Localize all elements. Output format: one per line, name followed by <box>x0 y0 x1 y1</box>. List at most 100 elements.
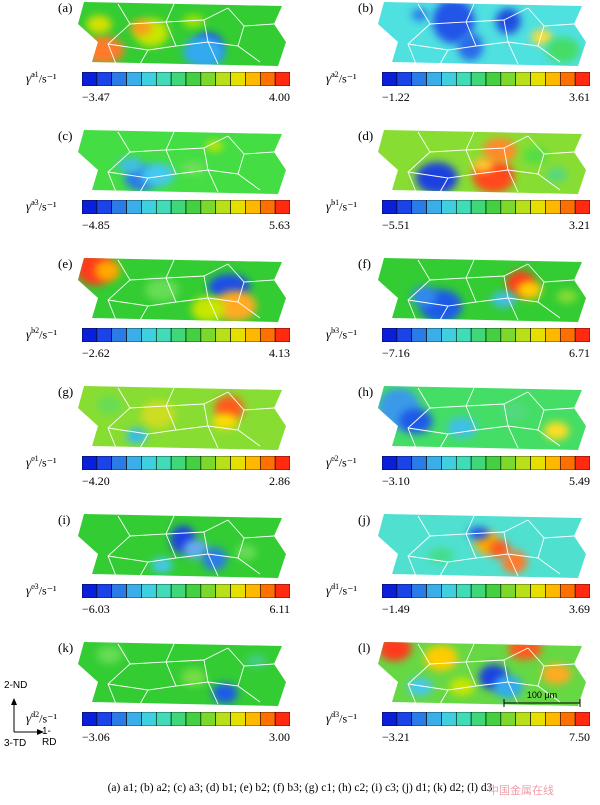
panel-label: (a) <box>58 0 73 15</box>
strain-hotspot <box>96 396 123 415</box>
colorbar-segment <box>426 72 442 86</box>
colorbar-segment <box>215 584 231 598</box>
grain-boundaries <box>407 259 575 321</box>
colorbar <box>382 456 590 470</box>
strain-rate-map <box>378 386 586 450</box>
colorbar-segment <box>470 712 487 726</box>
panel-label: (f) <box>358 256 371 271</box>
strain-hotspot <box>206 140 223 152</box>
colorbar-symbol: γ̇c1/s⁻¹ <box>26 454 57 470</box>
colorbar-segment <box>396 328 413 342</box>
colorbar-segment <box>230 456 246 470</box>
colorbar-segment <box>500 72 517 86</box>
strain-hotspot <box>378 642 412 662</box>
colorbar-segment <box>185 712 202 726</box>
strain-hotspot <box>472 158 494 172</box>
colorbar-segment <box>185 456 202 470</box>
strain-hotspot <box>145 278 179 302</box>
strain-hotspot <box>82 35 125 65</box>
colorbar-segment <box>259 328 276 342</box>
colorbar-segment <box>500 456 517 470</box>
strain-hotspot <box>543 421 570 440</box>
panel-label: (h) <box>358 384 374 399</box>
colorbar-segment <box>396 712 413 726</box>
colorbar-segment <box>545 712 561 726</box>
colorbar-segment <box>215 200 231 214</box>
colorbar-segment <box>215 328 231 342</box>
colorbar-segment <box>396 72 413 86</box>
panel-label: (i) <box>58 512 71 527</box>
colorbar-segment <box>441 584 457 598</box>
colorbar-max: 7.50 <box>569 730 590 744</box>
colorbar-segment <box>426 712 442 726</box>
colorbar-symbol: γ̇a1/s⁻¹ <box>26 70 57 86</box>
strain-rate-map <box>78 2 286 66</box>
unit-label: /s⁻¹ <box>39 327 58 342</box>
strain-hotspot <box>424 645 458 671</box>
colorbar-segment <box>426 456 442 470</box>
strain-hotspot <box>415 162 458 194</box>
panel-a3: (c) γ̇a3/s⁻¹ −4.85 5.63 <box>0 128 300 260</box>
colorbar-segment <box>411 72 427 86</box>
grain-boundaries <box>407 515 575 577</box>
colorbar-symbol: γ̇d3/s⁻¹ <box>326 710 357 726</box>
colorbar-segment <box>245 456 261 470</box>
colorbar-segment <box>274 712 290 726</box>
colorbar-segment <box>515 72 531 86</box>
gamma-dot-symbol: γ̇ <box>26 70 32 86</box>
colorbar-max: 2.86 <box>269 474 290 488</box>
slip-system-superscript: a1 <box>31 70 39 79</box>
colorbar-segment <box>274 72 290 86</box>
colorbar-segment <box>441 456 457 470</box>
colorbar-segment <box>170 200 187 214</box>
colorbar-segment <box>530 456 546 470</box>
colorbar-min: −3.06 <box>82 730 110 744</box>
panel-d2: (k) γ̇d2/s⁻¹ −3.06 3.00 <box>0 640 300 772</box>
colorbar-segment <box>215 712 231 726</box>
gamma-dot-symbol: γ̇ <box>326 454 332 470</box>
slip-system-superscript: d1 <box>331 582 340 591</box>
colorbar-segment <box>485 200 502 214</box>
colorbar-segment <box>559 200 576 214</box>
slip-system-superscript: b2 <box>31 326 40 335</box>
strain-hotspot <box>180 162 207 175</box>
colorbar-segment <box>274 584 290 598</box>
strain-hotspot <box>411 8 429 22</box>
strain-hotspot <box>201 547 228 571</box>
colorbar-symbol: γ̇d2/s⁻¹ <box>26 710 57 726</box>
colorbar-segment <box>470 328 487 342</box>
grain-boundaries <box>107 387 275 449</box>
colorbar-segment <box>382 456 398 470</box>
colorbar-segment <box>200 328 217 342</box>
panel-c2: (h) γ̇c2/s⁻¹ −3.10 5.49 <box>300 384 600 516</box>
colorbar-segment <box>382 200 398 214</box>
strain-hotspot <box>183 14 204 28</box>
map-background <box>78 130 286 194</box>
colorbar <box>82 712 290 726</box>
strain-hotspot <box>180 668 207 687</box>
axis-td-label: 3-TD <box>4 738 27 749</box>
colorbar-segment <box>230 200 246 214</box>
colorbar-segment <box>126 328 142 342</box>
watermark-text: 中国金属在线 <box>488 784 554 797</box>
colorbar-segment <box>185 584 202 598</box>
colorbar-segment <box>230 328 246 342</box>
gamma-dot-symbol: γ̇ <box>326 198 332 214</box>
gamma-dot-symbol: γ̇ <box>26 710 32 726</box>
strain-rate-map <box>378 642 586 706</box>
colorbar-row: γ̇c2/s⁻¹ −3.10 5.49 <box>326 452 594 492</box>
colorbar-segment <box>530 584 546 598</box>
unit-label: /s⁻¹ <box>38 71 57 86</box>
strain-hotspot <box>428 547 454 564</box>
panel-b1: (d) γ̇b1/s⁻¹ −5.51 3.21 <box>300 128 600 260</box>
colorbar-symbol: γ̇a2/s⁻¹ <box>326 70 357 86</box>
colorbar-segment <box>155 328 172 342</box>
strain-hotspot <box>191 296 225 322</box>
colorbar <box>82 328 290 342</box>
colorbar-max: 5.49 <box>569 474 590 488</box>
colorbar <box>82 200 290 214</box>
scale-bar: 100 μm <box>502 690 582 710</box>
colorbar-segment <box>530 712 546 726</box>
colorbar-segment <box>230 712 246 726</box>
strain-rate-map <box>378 2 586 66</box>
